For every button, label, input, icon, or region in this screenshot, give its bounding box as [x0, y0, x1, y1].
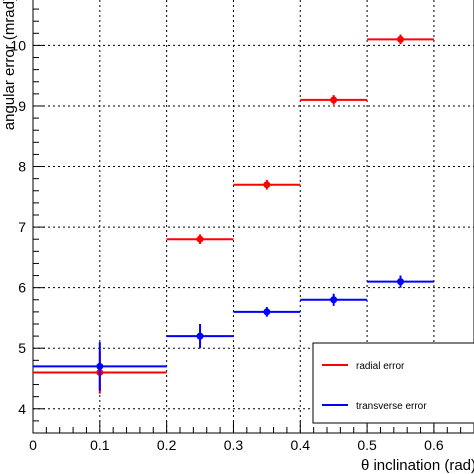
tick-labels: 0 0.1 0.2 0.3 0.4 0.5 0.6 4 5 6 7 8 9 10 — [10, 37, 443, 453]
data-point — [330, 96, 338, 104]
y-tick-label: 4 — [18, 401, 26, 417]
x-tick-label: 0.6 — [424, 437, 444, 453]
y-tick-label: 9 — [18, 98, 26, 114]
y-tick-label: 8 — [18, 159, 26, 175]
x-tick-label: 0.4 — [291, 437, 311, 453]
x-axis-title: θ inclination (rad) — [361, 457, 474, 474]
y-tick-label: 7 — [18, 219, 26, 235]
data-point — [263, 181, 271, 189]
series-transverse — [33, 275, 434, 391]
y-tick-label: 6 — [18, 280, 26, 296]
legend: radial error transverse error — [312, 342, 474, 424]
x-tick-label: 0.1 — [90, 437, 110, 453]
series-radial — [33, 34, 434, 394]
x-tick-label: 0.3 — [224, 437, 244, 453]
plot-frame — [32, 0, 474, 434]
y-tick-label: 5 — [18, 340, 26, 356]
data-point — [397, 35, 404, 43]
y-tick-label: 10 — [10, 37, 26, 53]
x-tick-label: 0.2 — [157, 437, 177, 453]
legend-box — [312, 342, 474, 424]
data-point — [330, 296, 338, 304]
legend-label-transverse: transverse error — [356, 401, 427, 412]
data-point — [196, 332, 204, 340]
legend-label-radial: radial error — [356, 361, 405, 372]
data-point — [263, 308, 271, 316]
x-tick-label: 0.5 — [357, 437, 377, 453]
data-point — [397, 278, 404, 286]
data-series — [33, 34, 434, 394]
x-tick-label: 0 — [29, 437, 37, 453]
y-axis-title: angular error (mrad) — [1, 0, 18, 130]
data-point — [196, 235, 204, 243]
data-point — [96, 362, 104, 370]
